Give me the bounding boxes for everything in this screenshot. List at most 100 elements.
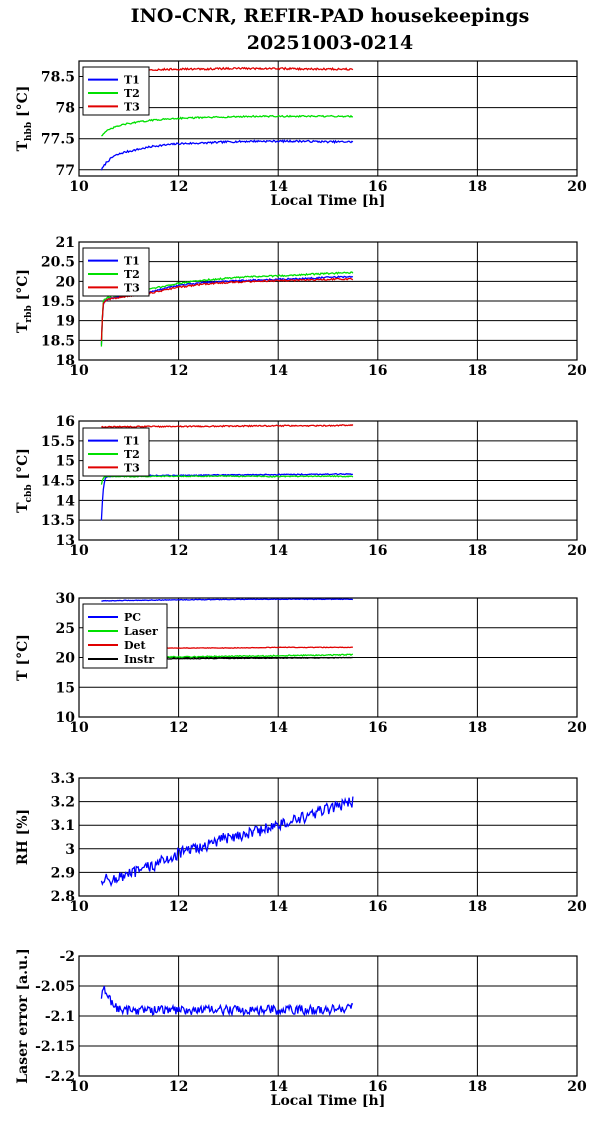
- figure-title-line1: INO-CNR, REFIR-PAD housekeepings: [131, 5, 530, 27]
- y-tick-label: 13: [56, 533, 75, 549]
- x-tick-label: 10: [69, 720, 89, 736]
- x-tick-label: 10: [69, 179, 89, 195]
- x-tick-label: 12: [169, 179, 188, 195]
- x-tick-label: 14: [268, 1079, 288, 1095]
- x-tick-label: 20: [567, 179, 587, 195]
- y-tick-label: 19.5: [41, 294, 75, 310]
- x-tick-label: 20: [567, 1079, 587, 1095]
- panel-5: 10 12 14 16 18 20 2.8 2.9 3 3.1 3.2 3.3 RH [%]: [15, 771, 587, 915]
- legend-label-t1: T1: [124, 435, 140, 448]
- legend-label-t1: T1: [124, 74, 140, 87]
- x-tick-label: 18: [468, 720, 487, 736]
- y-axis-label: Tcbb [°C]: [15, 448, 34, 513]
- y-tick-label: 15: [56, 454, 75, 470]
- legend-label-t2: T2: [124, 268, 140, 281]
- y-tick-label: 3.1: [51, 818, 75, 834]
- y-tick-label: 2.8: [51, 889, 75, 905]
- y-tick-label: 21: [56, 235, 75, 251]
- series-line-t2: [101, 114, 354, 137]
- plot-frame: [78, 420, 578, 541]
- x-tick-label: 14: [268, 363, 288, 379]
- x-tick-label: 20: [567, 899, 587, 915]
- x-tick-label: 10: [69, 543, 89, 559]
- y-tick-label: 10: [56, 710, 76, 726]
- panel-3: 10 12 14 16 18 20 13 13.5 14 14.5 15 15.5 16 Tcbb [°C…: [15, 414, 587, 559]
- legend-label-pc: PC: [124, 611, 141, 624]
- series-line-data: [100, 985, 354, 1017]
- y-tick-label: 77: [56, 163, 75, 179]
- x-tick-label: 10: [69, 899, 89, 915]
- y-tick-label: 30: [56, 591, 76, 607]
- legend-label-instr: Instr: [124, 653, 154, 666]
- panel-4: 10 12 14 16 18 20 10 15 20 25 30 T [°C] PCLaserDetIn…: [15, 591, 587, 736]
- series-line-t3: [101, 423, 354, 429]
- series-line-data: [100, 796, 354, 888]
- y-tick-label: 16: [56, 414, 75, 430]
- plot-frame: [78, 60, 578, 177]
- y-tick-label: -2.05: [35, 979, 75, 995]
- x-tick-label: 14: [268, 543, 288, 559]
- y-tick-label: 2.9: [51, 865, 75, 881]
- x-tick-label: 16: [368, 899, 387, 915]
- x-axis-label: Local Time [h]: [271, 193, 386, 209]
- legend-label-t2: T2: [124, 448, 140, 461]
- y-tick-label: 15.5: [41, 434, 75, 450]
- x-tick-label: 16: [368, 1079, 387, 1095]
- x-tick-label: 12: [169, 543, 188, 559]
- figure-title-line2: 20251003-0214: [247, 32, 414, 54]
- y-tick-label: 15: [56, 680, 75, 696]
- y-tick-label: 77.5: [41, 132, 75, 148]
- x-tick-label: 18: [468, 363, 487, 379]
- y-tick-label: 14: [56, 493, 76, 509]
- y-axis-label: Thbb [°C]: [15, 86, 34, 152]
- x-tick-label: 18: [468, 899, 487, 915]
- legend-label-t2: T2: [124, 87, 140, 100]
- x-tick-label: 14: [268, 899, 288, 915]
- plot-frame: [78, 241, 578, 361]
- x-tick-label: 14: [268, 179, 288, 195]
- x-tick-label: 12: [169, 720, 188, 736]
- legend-label-t3: T3: [124, 100, 140, 113]
- y-axis-label: RH [%]: [15, 809, 31, 865]
- x-tick-label: 16: [368, 720, 387, 736]
- legend-label-t3: T3: [124, 281, 140, 294]
- x-tick-label: 16: [368, 363, 387, 379]
- x-tick-label: 18: [468, 179, 487, 195]
- legend-box: [82, 603, 168, 669]
- x-tick-label: 18: [468, 543, 487, 559]
- legend-label-t1: T1: [124, 255, 140, 268]
- x-tick-label: 16: [368, 179, 387, 195]
- y-axis-label: Laser error [a.u.]: [15, 948, 31, 1083]
- x-tick-label: 12: [169, 363, 188, 379]
- y-tick-label: 3.2: [51, 795, 75, 811]
- y-tick-label: 78: [56, 101, 75, 117]
- y-axis-label: T [°C]: [15, 634, 31, 681]
- x-tick-label: 16: [368, 543, 387, 559]
- x-tick-label: 20: [567, 543, 587, 559]
- x-tick-label: 18: [468, 1079, 487, 1095]
- y-tick-label: -2.15: [35, 1039, 75, 1055]
- y-axis-label: Trbb [°C]: [15, 269, 34, 333]
- y-tick-label: 18.5: [41, 333, 75, 349]
- y-tick-label: 19: [56, 314, 75, 330]
- y-tick-label: 14.5: [41, 474, 75, 490]
- y-tick-label: -2.1: [45, 1009, 75, 1025]
- panel-2: 10 12 14 16 18 20 18 18.5 19 19.5 20 20.5 21 Trbb [°C…: [15, 235, 587, 379]
- x-tick-label: 10: [69, 363, 89, 379]
- x-tick-label: 12: [169, 899, 188, 915]
- plot-frame: [78, 955, 578, 1077]
- y-tick-label: -2.2: [45, 1069, 75, 1085]
- legend-label-laser: Laser: [124, 625, 158, 638]
- panel-6: 10 12 14 16 18 20 -2.2 -2.15 -2.1 -2.05 -2 Laser er…: [15, 948, 587, 1109]
- x-tick-label: 10: [69, 1079, 89, 1095]
- x-axis-label: Local Time [h]: [271, 1093, 386, 1109]
- y-tick-label: 3.3: [51, 771, 75, 787]
- y-tick-label: 20.5: [41, 255, 75, 271]
- y-tick-label: 18: [56, 353, 75, 369]
- plot-frame: [78, 777, 578, 897]
- panel-1: 10 12 14 16 18 20 77 77.5 78 78.5 Thbb [°C] Local T…: [15, 60, 587, 209]
- y-tick-label: 13.5: [41, 513, 75, 529]
